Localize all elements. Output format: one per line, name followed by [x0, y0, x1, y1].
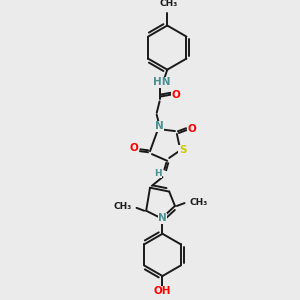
Text: O: O — [129, 143, 138, 153]
Text: CH₃: CH₃ — [113, 202, 132, 211]
Text: OH: OH — [154, 286, 171, 296]
Text: HN: HN — [153, 77, 170, 87]
Text: CH₃: CH₃ — [189, 198, 208, 207]
Text: H: H — [154, 169, 161, 178]
Text: O: O — [172, 90, 180, 100]
Text: N: N — [158, 213, 167, 224]
Text: N: N — [155, 121, 164, 131]
Text: S: S — [179, 145, 186, 155]
Text: O: O — [188, 124, 197, 134]
Text: CH₃: CH₃ — [159, 0, 177, 8]
